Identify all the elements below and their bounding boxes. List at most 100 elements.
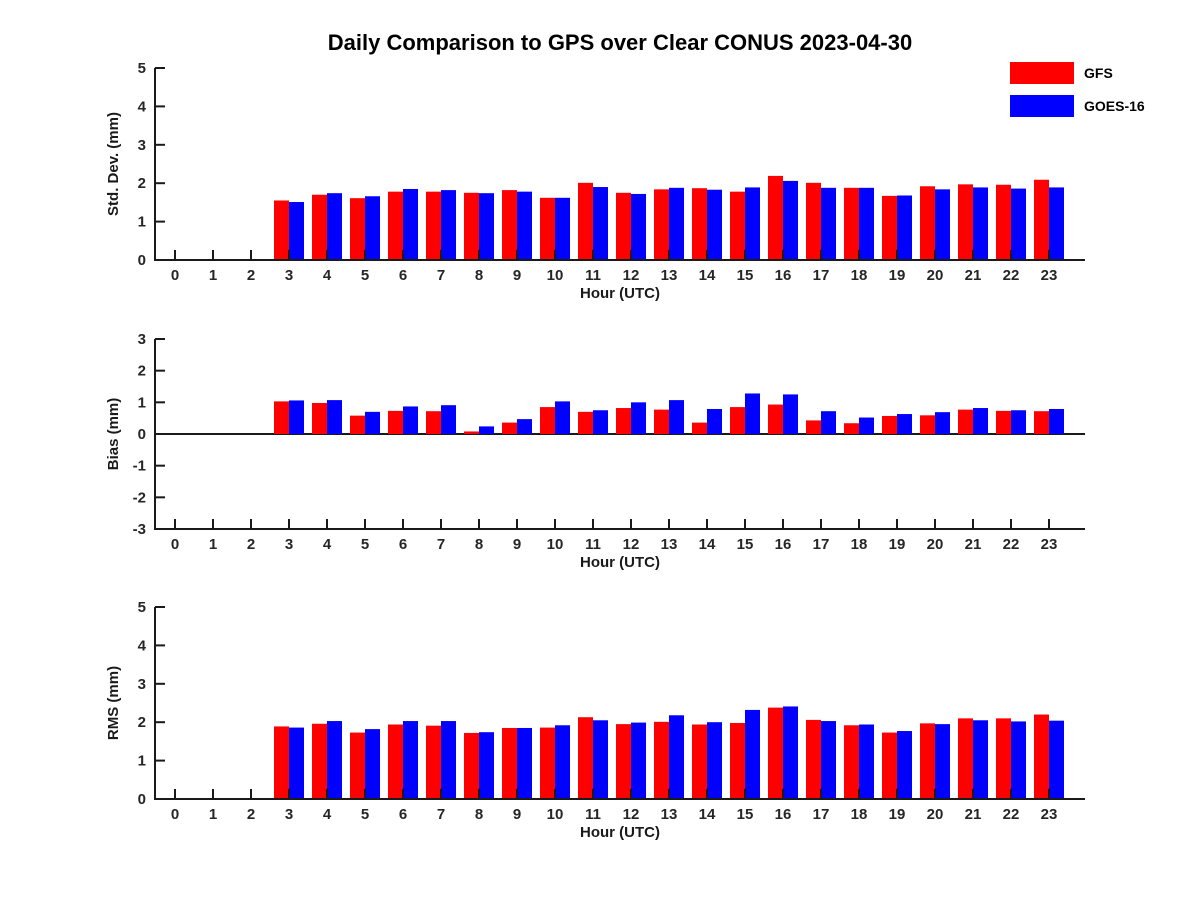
bar-goes-16-hour-17 bbox=[821, 187, 836, 260]
rms-x-tick-label: 11 bbox=[585, 806, 601, 823]
bar-goes-16-hour-12 bbox=[631, 722, 646, 799]
bar-gfs-hour-7 bbox=[426, 191, 441, 260]
bar-goes-16-hour-21 bbox=[973, 408, 988, 434]
bar-goes-16-hour-6 bbox=[403, 406, 418, 434]
bar-goes-16-hour-19 bbox=[897, 195, 912, 260]
bar-gfs-hour-14 bbox=[692, 422, 707, 434]
bar-gfs-hour-20 bbox=[920, 415, 935, 434]
bias-x-tick-label: 13 bbox=[661, 536, 678, 553]
bar-gfs-hour-11 bbox=[578, 182, 593, 260]
bar-goes-16-hour-23 bbox=[1049, 720, 1064, 799]
std-dev-x-tick-label: 10 bbox=[547, 267, 564, 284]
bar-gfs-hour-3 bbox=[274, 726, 289, 799]
bar-goes-16-hour-7 bbox=[441, 190, 456, 260]
bias-y-axis-label: Bias (mm) bbox=[105, 398, 122, 471]
std-dev-x-tick-label: 18 bbox=[851, 267, 868, 284]
bias-x-tick-label: 1 bbox=[209, 536, 217, 553]
bar-goes-16-hour-15 bbox=[745, 709, 760, 799]
bar-gfs-hour-6 bbox=[388, 410, 403, 434]
bar-goes-16-hour-13 bbox=[669, 187, 684, 260]
rms-x-tick-label: 5 bbox=[361, 806, 369, 823]
bar-goes-16-hour-20 bbox=[935, 724, 950, 799]
rms-x-tick-label: 10 bbox=[547, 806, 564, 823]
bar-goes-16-hour-7 bbox=[441, 721, 456, 799]
rms-y-tick-label: 5 bbox=[138, 599, 146, 616]
bias-x-tick-label: 0 bbox=[171, 536, 179, 553]
bar-goes-16-hour-17 bbox=[821, 411, 836, 434]
bar-gfs-hour-8 bbox=[464, 732, 479, 799]
bar-goes-16-hour-3 bbox=[289, 727, 304, 799]
rms-y-tick-label: 3 bbox=[138, 676, 146, 693]
bar-goes-16-hour-16 bbox=[783, 180, 798, 260]
std-dev-x-tick-label: 1 bbox=[209, 267, 217, 284]
bar-goes-16-hour-6 bbox=[403, 188, 418, 260]
bar-gfs-hour-11 bbox=[578, 717, 593, 799]
bar-gfs-hour-5 bbox=[350, 415, 365, 434]
bar-goes-16-hour-18 bbox=[859, 187, 874, 260]
bias-x-tick-label: 5 bbox=[361, 536, 369, 553]
bar-gfs-hour-17 bbox=[806, 420, 821, 434]
bar-goes-16-hour-10 bbox=[555, 725, 570, 799]
chart-title: Daily Comparison to GPS over Clear CONUS… bbox=[327, 30, 913, 55]
bias-x-tick-label: 19 bbox=[889, 536, 906, 553]
legend-swatch-gfs bbox=[1010, 62, 1074, 84]
std-dev-y-tick-label: 1 bbox=[138, 214, 146, 231]
bar-goes-16-hour-10 bbox=[555, 197, 570, 260]
rms-y-tick-label: 0 bbox=[138, 791, 146, 808]
bar-goes-16-hour-15 bbox=[745, 393, 760, 434]
bias-x-tick-label: 21 bbox=[965, 536, 982, 553]
bar-gfs-hour-12 bbox=[616, 724, 631, 799]
bar-gfs-hour-4 bbox=[312, 402, 327, 434]
bar-gfs-hour-19 bbox=[882, 415, 897, 434]
legend: GFS GOES-16 bbox=[1010, 62, 1145, 117]
rms-y-axis-label: RMS (mm) bbox=[105, 666, 122, 740]
bar-goes-16-hour-10 bbox=[555, 401, 570, 434]
std-dev-x-tick-label: 20 bbox=[927, 267, 944, 284]
bias-x-tick-label: 4 bbox=[323, 536, 332, 553]
bar-gfs-hour-19 bbox=[882, 732, 897, 799]
rms-x-tick-label: 12 bbox=[623, 806, 640, 823]
bar-gfs-hour-17 bbox=[806, 182, 821, 260]
rms-x-tick-label: 7 bbox=[437, 806, 445, 823]
rms-x-tick-label: 4 bbox=[323, 806, 332, 823]
bar-gfs-hour-21 bbox=[958, 184, 973, 260]
bar-gfs-hour-20 bbox=[920, 186, 935, 260]
std-dev-x-tick-label: 0 bbox=[171, 267, 179, 284]
bias-x-tick-label: 9 bbox=[513, 536, 521, 553]
std-dev-x-axis-label: Hour (UTC) bbox=[580, 285, 660, 302]
std-dev-x-tick-label: 21 bbox=[965, 267, 982, 284]
bar-gfs-hour-12 bbox=[616, 408, 631, 434]
rms-x-axis-label: Hour (UTC) bbox=[580, 824, 660, 841]
bar-gfs-hour-10 bbox=[540, 407, 555, 434]
bar-goes-16-hour-14 bbox=[707, 722, 722, 799]
bar-gfs-hour-22 bbox=[996, 410, 1011, 434]
bar-gfs-hour-15 bbox=[730, 722, 745, 799]
bias-x-tick-label: 3 bbox=[285, 536, 293, 553]
bias-x-tick-label: 18 bbox=[851, 536, 868, 553]
bar-goes-16-hour-16 bbox=[783, 394, 798, 434]
bar-goes-16-hour-18 bbox=[859, 724, 874, 799]
bar-gfs-hour-10 bbox=[540, 197, 555, 260]
legend-label-goes16: GOES-16 bbox=[1084, 98, 1145, 114]
bias-x-tick-label: 7 bbox=[437, 536, 445, 553]
bar-gfs-hour-13 bbox=[654, 721, 669, 799]
bar-gfs-hour-18 bbox=[844, 725, 859, 799]
bias-x-tick-label: 11 bbox=[585, 536, 601, 553]
rms-x-tick-label: 19 bbox=[889, 806, 906, 823]
rms-x-tick-label: 0 bbox=[171, 806, 179, 823]
bar-gfs-hour-5 bbox=[350, 198, 365, 260]
bar-goes-16-hour-5 bbox=[365, 411, 380, 434]
rms-x-tick-label: 14 bbox=[699, 806, 716, 823]
bias-x-tick-label: 22 bbox=[1003, 536, 1020, 553]
bar-gfs-hour-3 bbox=[274, 401, 289, 434]
bar-gfs-hour-14 bbox=[692, 724, 707, 799]
bar-gfs-hour-19 bbox=[882, 195, 897, 260]
bar-goes-16-hour-12 bbox=[631, 193, 646, 260]
bar-gfs-hour-9 bbox=[502, 422, 517, 434]
std-dev-x-tick-label: 17 bbox=[813, 267, 830, 284]
bar-goes-16-hour-22 bbox=[1011, 410, 1026, 434]
bar-goes-16-hour-11 bbox=[593, 187, 608, 260]
std-dev-x-tick-label: 5 bbox=[361, 267, 369, 284]
legend-item-gfs: GFS bbox=[1010, 62, 1145, 84]
